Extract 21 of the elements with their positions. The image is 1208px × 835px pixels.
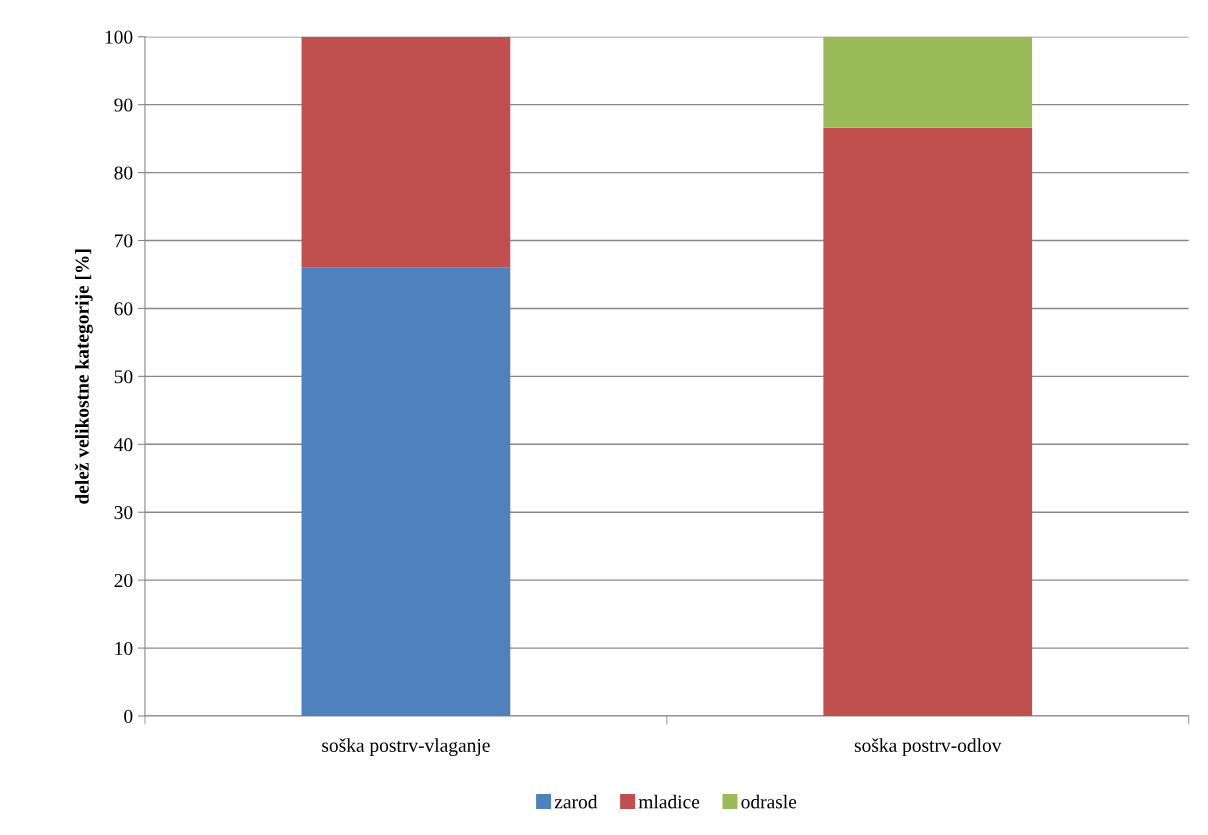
- y-tick-label: 40: [114, 438, 133, 452]
- y-tick-label: 90: [114, 98, 133, 112]
- legend-label: mladice: [638, 794, 700, 809]
- bar: [823, 36, 1033, 128]
- y-tick-label: 60: [114, 302, 133, 316]
- legend-label: zarod: [554, 794, 598, 809]
- bar: [301, 36, 511, 268]
- y-tick-label: 0: [124, 709, 133, 723]
- x-tick-label: soška postrv-vlaganje: [322, 738, 490, 756]
- y-tick-label: 50: [114, 370, 133, 384]
- bar: [823, 127, 1033, 717]
- y-tick-label: 10: [115, 641, 133, 656]
- y-tick-label: 70: [114, 234, 133, 248]
- y-tick-label: 80: [114, 166, 133, 180]
- y-axis-title: delež velikostne kategorije [%]: [74, 249, 93, 504]
- y-tick-label: 30: [114, 506, 133, 520]
- x-tick-label: soška postrv-odlov: [854, 738, 1002, 756]
- legend-label: odrasle: [741, 794, 797, 809]
- y-tick-label: 20: [114, 573, 133, 588]
- y-tick-label: 100: [105, 30, 133, 44]
- bar: [301, 267, 511, 717]
